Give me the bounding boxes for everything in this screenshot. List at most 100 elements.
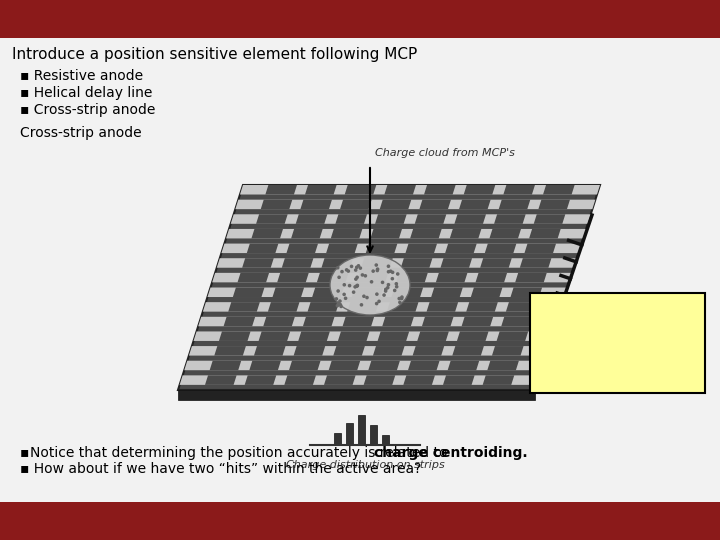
Polygon shape [184,361,544,370]
Polygon shape [467,302,498,312]
Polygon shape [475,273,507,282]
Polygon shape [361,258,392,268]
Polygon shape [230,214,590,224]
Ellipse shape [330,255,410,315]
Polygon shape [405,244,437,253]
Polygon shape [298,332,330,341]
Circle shape [384,289,387,293]
Text: Position sensitive MCP: Position sensitive MCP [236,9,484,29]
Polygon shape [207,287,567,297]
Circle shape [396,272,400,276]
Polygon shape [326,244,358,253]
Circle shape [389,269,392,273]
Circle shape [387,283,390,287]
Circle shape [343,296,347,300]
Polygon shape [333,346,365,355]
Polygon shape [373,346,405,355]
Polygon shape [322,258,353,268]
Polygon shape [352,287,384,297]
Polygon shape [377,332,409,341]
Polygon shape [268,302,300,312]
Circle shape [355,266,359,269]
Text: Introduce a position sensitive element following MCP: Introduce a position sensitive element f… [12,48,418,63]
Circle shape [364,274,367,278]
Polygon shape [510,287,542,297]
Circle shape [338,303,342,307]
Polygon shape [415,214,446,224]
Polygon shape [448,361,480,370]
Polygon shape [291,229,323,239]
Polygon shape [492,346,523,355]
Circle shape [374,263,378,267]
Polygon shape [384,185,416,194]
Circle shape [356,275,359,279]
Circle shape [395,285,398,288]
Polygon shape [224,317,255,326]
Circle shape [372,269,375,273]
Polygon shape [266,185,297,194]
Circle shape [356,284,359,287]
Circle shape [377,300,381,303]
Polygon shape [282,258,313,268]
Polygon shape [228,302,260,312]
Circle shape [354,285,357,289]
Polygon shape [408,361,440,370]
Polygon shape [249,361,281,370]
Polygon shape [256,214,288,224]
Polygon shape [189,346,549,355]
Polygon shape [454,214,486,224]
Circle shape [337,275,341,279]
Bar [530,293,705,393]
Text: R.T. deSouza: R.T. deSouza [30,514,130,528]
Circle shape [375,302,379,305]
Polygon shape [330,229,362,239]
Polygon shape [524,244,556,253]
Polygon shape [305,185,337,194]
Circle shape [395,282,398,286]
Circle shape [393,288,397,292]
Polygon shape [219,332,251,341]
Polygon shape [452,346,484,355]
Polygon shape [534,214,565,224]
Polygon shape [529,229,561,239]
Text: ▪ Resistive anode: ▪ Resistive anode [20,69,143,83]
Circle shape [391,271,395,274]
Polygon shape [345,185,377,194]
Polygon shape [487,361,519,370]
Circle shape [343,283,346,287]
Circle shape [361,273,364,276]
Circle shape [360,303,364,307]
Circle shape [348,284,351,287]
Polygon shape [198,317,558,326]
Polygon shape [324,375,356,385]
Polygon shape [217,258,577,268]
Polygon shape [289,361,320,370]
Polygon shape [233,287,264,297]
Polygon shape [277,273,309,282]
Polygon shape [499,200,531,209]
Polygon shape [366,244,397,253]
Polygon shape [251,229,283,239]
Polygon shape [371,229,402,239]
Text: Cross-strip anode: Cross-strip anode [20,126,142,140]
Polygon shape [205,375,237,385]
Circle shape [387,265,390,268]
Bar [0,0,720,38]
Polygon shape [419,200,451,209]
Polygon shape [494,214,526,224]
Polygon shape [369,361,400,370]
Polygon shape [364,375,395,385]
Polygon shape [375,214,407,224]
Polygon shape [482,375,514,385]
Polygon shape [424,185,456,194]
Polygon shape [347,302,379,312]
Circle shape [350,265,354,268]
Bar [346,423,353,445]
Polygon shape [396,273,428,282]
Polygon shape [254,346,286,355]
Circle shape [355,284,359,288]
Circle shape [387,270,390,274]
Bar [382,435,389,445]
Polygon shape [403,375,435,385]
Polygon shape [379,200,411,209]
